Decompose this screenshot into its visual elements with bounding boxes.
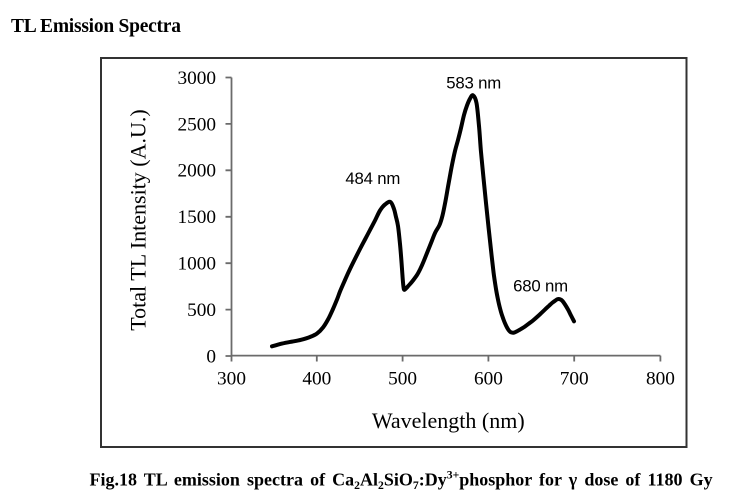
svg-text:1500: 1500 (177, 207, 216, 228)
svg-text:1000: 1000 (177, 254, 216, 275)
svg-text:583 nm: 583 nm (446, 74, 501, 93)
svg-text:0: 0 (206, 346, 216, 367)
svg-text:TL Emission Spectra: TL Emission Spectra (11, 16, 181, 37)
svg-text:3000: 3000 (177, 68, 216, 89)
svg-text:400: 400 (302, 368, 331, 389)
svg-text:Wavelength (nm): Wavelength (nm) (372, 408, 525, 433)
svg-text:484 nm: 484 nm (345, 169, 400, 188)
svg-text:680 nm: 680 nm (513, 276, 568, 295)
svg-text:2500: 2500 (177, 114, 216, 135)
svg-text:600: 600 (474, 368, 503, 389)
svg-text:700: 700 (560, 368, 589, 389)
svg-text:500: 500 (187, 300, 216, 321)
svg-text:Fig.18 TL emission spectra of: Fig.18 TL emission spectra of Ca2Al2SiO7… (90, 468, 713, 492)
svg-text:Total TL Intensity (A.U.): Total TL Intensity (A.U.) (126, 109, 151, 330)
svg-text:300: 300 (217, 368, 246, 389)
svg-text:800: 800 (646, 368, 675, 389)
svg-text:2000: 2000 (177, 161, 216, 182)
svg-text:500: 500 (388, 368, 417, 389)
